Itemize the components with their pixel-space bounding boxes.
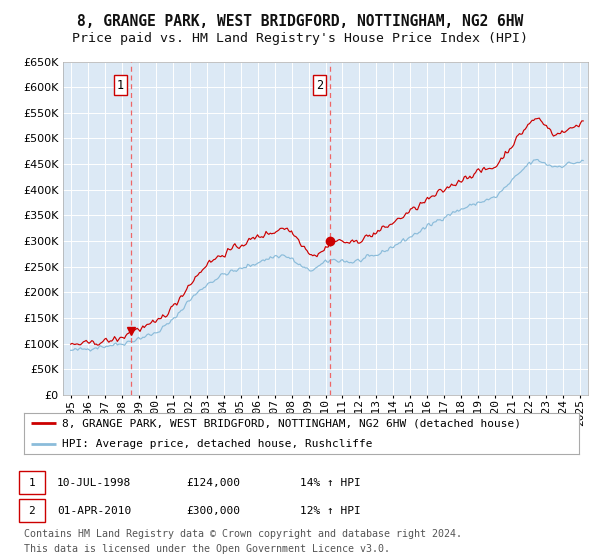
Text: 1: 1	[28, 478, 35, 488]
Text: 2: 2	[28, 506, 35, 516]
Text: 8, GRANGE PARK, WEST BRIDGFORD, NOTTINGHAM, NG2 6HW: 8, GRANGE PARK, WEST BRIDGFORD, NOTTINGH…	[77, 14, 523, 29]
Text: 10-JUL-1998: 10-JUL-1998	[57, 478, 131, 488]
Text: HPI: Average price, detached house, Rushcliffe: HPI: Average price, detached house, Rush…	[62, 439, 372, 449]
Text: £300,000: £300,000	[186, 506, 240, 516]
Text: 01-APR-2010: 01-APR-2010	[57, 506, 131, 516]
Text: 14% ↑ HPI: 14% ↑ HPI	[300, 478, 361, 488]
Text: 2: 2	[316, 79, 323, 92]
Text: This data is licensed under the Open Government Licence v3.0.: This data is licensed under the Open Gov…	[24, 544, 390, 554]
Text: £124,000: £124,000	[186, 478, 240, 488]
Text: 1: 1	[117, 79, 124, 92]
Text: 12% ↑ HPI: 12% ↑ HPI	[300, 506, 361, 516]
Text: Contains HM Land Registry data © Crown copyright and database right 2024.: Contains HM Land Registry data © Crown c…	[24, 529, 462, 539]
Text: 8, GRANGE PARK, WEST BRIDGFORD, NOTTINGHAM, NG2 6HW (detached house): 8, GRANGE PARK, WEST BRIDGFORD, NOTTINGH…	[62, 418, 521, 428]
Text: Price paid vs. HM Land Registry's House Price Index (HPI): Price paid vs. HM Land Registry's House …	[72, 32, 528, 45]
